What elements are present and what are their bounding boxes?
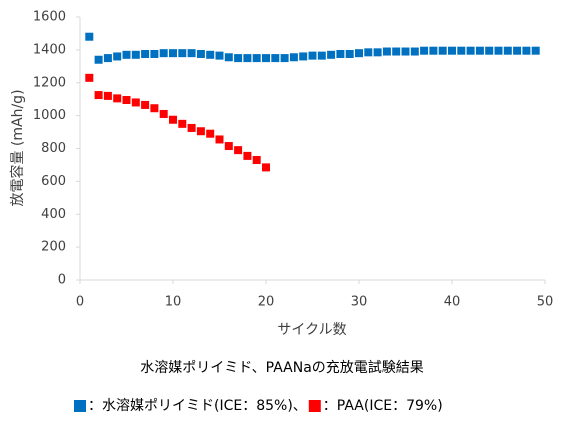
- legend-swatch: [74, 400, 86, 412]
- marker: [392, 47, 401, 56]
- marker: [448, 46, 456, 55]
- y-tick-label: 800: [41, 141, 66, 156]
- marker: [196, 49, 205, 58]
- marker: [131, 50, 140, 59]
- marker: [206, 50, 215, 59]
- marker: [122, 50, 131, 59]
- marker: [410, 47, 419, 56]
- marker: [215, 51, 224, 60]
- marker: [169, 49, 177, 58]
- x-tick-label: 20: [258, 295, 275, 310]
- marker: [280, 54, 289, 63]
- x-axis-label: サイクル数: [277, 322, 346, 338]
- marker: [122, 96, 131, 105]
- marker: [475, 46, 484, 55]
- marker: [113, 94, 122, 103]
- x-tick-label: 10: [165, 295, 182, 310]
- x-tick-label: 50: [537, 295, 554, 310]
- marker: [85, 73, 94, 82]
- marker: [494, 46, 503, 55]
- y-tick-label: 0: [58, 273, 66, 288]
- marker: [382, 47, 391, 56]
- marker: [513, 46, 522, 55]
- marker: [224, 142, 233, 151]
- marker: [103, 91, 112, 100]
- marker: [141, 100, 150, 109]
- marker: [429, 46, 438, 55]
- marker: [178, 119, 187, 128]
- y-tick-label: 200: [41, 240, 66, 255]
- marker: [159, 109, 168, 118]
- marker: [141, 49, 150, 58]
- marker: [224, 53, 233, 62]
- marker: [252, 156, 261, 165]
- x-tick-label: 0: [76, 295, 84, 310]
- marker: [336, 49, 345, 58]
- marker: [345, 49, 354, 58]
- marker: [299, 52, 308, 61]
- marker: [187, 49, 196, 58]
- marker: [364, 48, 373, 57]
- marker: [234, 146, 243, 155]
- marker: [327, 50, 336, 59]
- marker: [373, 48, 382, 57]
- marker: [103, 54, 112, 63]
- marker: [196, 127, 205, 136]
- marker: [243, 54, 252, 63]
- legend-swatch: [308, 400, 321, 412]
- marker: [159, 49, 168, 58]
- marker: [466, 46, 475, 55]
- marker: [262, 163, 270, 172]
- marker: [262, 54, 270, 63]
- marker: [150, 104, 159, 113]
- marker: [94, 91, 103, 100]
- marker: [85, 32, 94, 41]
- marker: [243, 151, 252, 160]
- y-tick-label: 1200: [33, 75, 66, 90]
- marker: [522, 46, 531, 55]
- marker: [401, 47, 410, 56]
- marker: [420, 46, 429, 55]
- y-tick-label: 1000: [33, 108, 66, 123]
- marker: [187, 123, 196, 132]
- marker: [457, 46, 466, 55]
- y-tick-label: 1400: [33, 42, 66, 57]
- marker: [289, 53, 298, 62]
- marker: [438, 46, 447, 55]
- y-tick-label: 1600: [33, 10, 66, 25]
- chart-title: 水溶媒ポリイミド、PAANaの充放電試験結果: [140, 360, 424, 376]
- marker: [150, 49, 159, 58]
- marker: [308, 51, 317, 60]
- marker: [531, 46, 540, 55]
- legend-label: ：水溶媒ポリイミド(ICE：85%)、: [88, 398, 307, 414]
- marker: [271, 54, 280, 63]
- legend-label: ：PAA(ICE：79%): [323, 398, 443, 414]
- y-tick-label: 600: [41, 174, 66, 189]
- marker: [178, 49, 187, 58]
- marker: [355, 49, 363, 58]
- y-tick-label: 400: [41, 207, 66, 222]
- marker: [503, 46, 512, 55]
- y-axis-label: 放電容量 (mAh/g): [9, 89, 26, 206]
- marker: [215, 135, 224, 144]
- marker: [131, 98, 140, 107]
- marker: [94, 55, 103, 64]
- marker: [485, 46, 494, 55]
- x-tick-label: 30: [351, 295, 368, 310]
- x-tick-label: 40: [444, 295, 461, 310]
- marker: [113, 52, 122, 61]
- marker: [169, 115, 177, 124]
- marker: [252, 54, 261, 63]
- marker: [317, 51, 326, 60]
- marker: [206, 129, 215, 138]
- marker: [234, 54, 243, 63]
